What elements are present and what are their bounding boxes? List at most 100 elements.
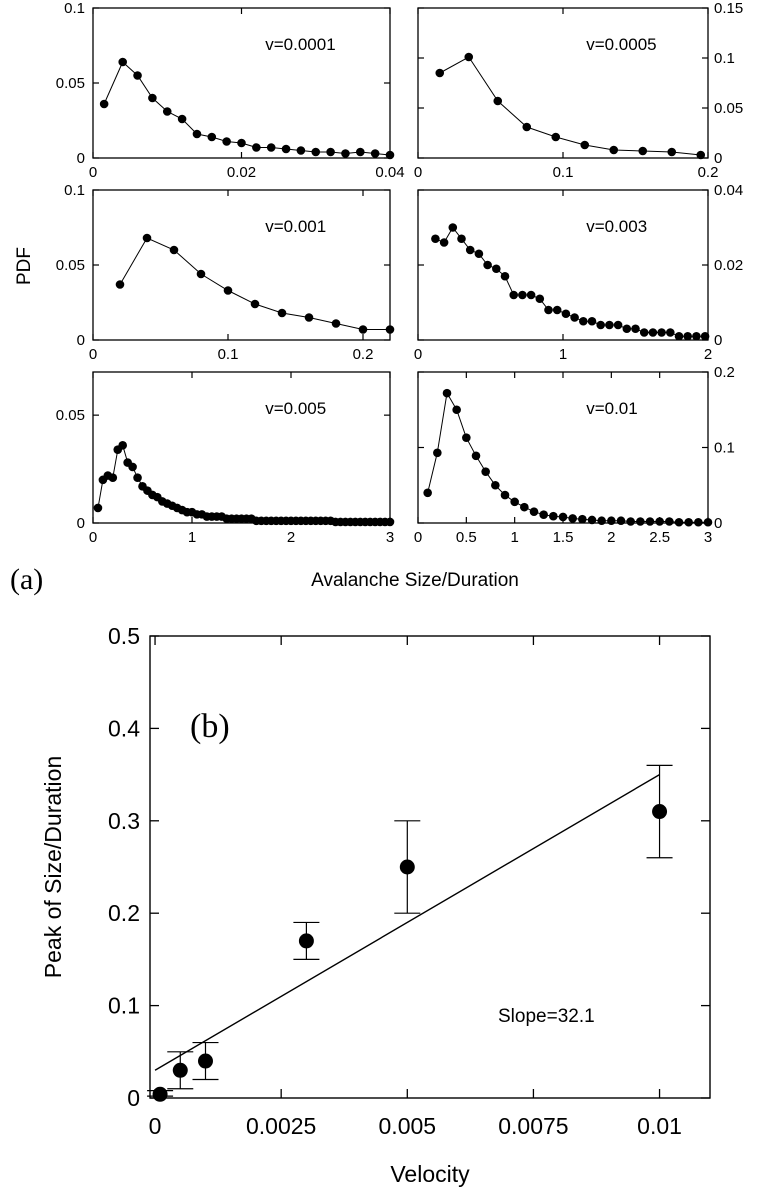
x-tick-label: 1.5 — [553, 529, 574, 546]
x-tick-label: 0.02 — [227, 164, 256, 181]
plot-frame — [92, 189, 391, 341]
panel-b: 0 0.0025 0.005 0.0075 0.01 0 0.1 0.2 0.3 0.4 0.5 (b… — [40, 623, 711, 1187]
data-point — [385, 150, 395, 160]
data-point — [370, 149, 380, 158]
data-point — [148, 93, 157, 103]
panel-a-tag: (a) — [10, 563, 43, 596]
data-point — [118, 441, 127, 450]
data-point — [552, 305, 562, 315]
data-point — [326, 147, 335, 157]
plot-frame — [149, 635, 711, 1099]
data-point — [133, 71, 142, 80]
data-point — [331, 319, 341, 328]
data-point — [703, 517, 713, 527]
y-tick-label: 0.3 — [108, 808, 140, 834]
x-tick-label: 0 — [149, 1113, 162, 1139]
data-point — [500, 490, 510, 500]
data-point — [491, 480, 500, 490]
data-point — [655, 517, 664, 526]
data-point — [549, 511, 558, 521]
data-point — [93, 503, 103, 513]
subplot-a4: 0 1 200.020.04v=0.003 — [414, 182, 743, 363]
data-point — [597, 516, 606, 526]
y-tick-label: 0 — [714, 332, 722, 349]
data-point — [607, 516, 616, 526]
slope-annotation: Slope=32.1 — [498, 1006, 595, 1027]
data-point — [296, 146, 306, 155]
data-point — [645, 517, 655, 526]
data-point — [237, 138, 246, 148]
y-tick-label: 0 — [77, 150, 85, 167]
data-point — [115, 280, 125, 289]
data-point — [356, 147, 365, 157]
data-point — [622, 324, 632, 334]
plot-frame — [417, 7, 709, 159]
x-tick-label: 0.1 — [218, 346, 239, 363]
data-point — [169, 245, 179, 255]
data-point — [578, 514, 587, 524]
y-tick-label: 0.1 — [714, 50, 735, 67]
data-point — [665, 517, 674, 526]
data-point — [520, 502, 529, 512]
data-point — [539, 510, 548, 519]
data-point — [544, 305, 553, 315]
series-line — [435, 226, 706, 337]
x-tick-label: 0 — [414, 164, 422, 181]
data-point — [311, 147, 321, 157]
x-tick-label: 3 — [386, 529, 394, 546]
x-tick-label: 0.0075 — [498, 1113, 568, 1139]
data-point — [452, 405, 461, 415]
data-point — [587, 316, 597, 326]
data-point — [108, 473, 118, 483]
data-point — [192, 129, 202, 139]
velocity-annotation: v=0.0005 — [586, 35, 656, 54]
data-point — [483, 260, 492, 270]
data-point — [128, 462, 137, 472]
data-point — [223, 286, 233, 295]
data-point — [474, 249, 484, 259]
y-tick-label: 0.1 — [108, 993, 140, 1019]
x-tick-label: 0 — [89, 346, 97, 363]
data-point — [433, 448, 442, 458]
y-tick-label: 0 — [77, 515, 85, 532]
x-tick-label: 0.0025 — [246, 1113, 316, 1139]
velocity-annotation: v=0.01 — [586, 399, 638, 418]
data-point — [222, 137, 231, 146]
data-point — [277, 308, 287, 318]
data-point — [152, 1086, 168, 1102]
x-tick-label: 2 — [704, 346, 712, 363]
data-point — [587, 515, 597, 525]
y-tick-label: 0.4 — [108, 715, 140, 741]
data-point — [561, 309, 571, 319]
data-point — [162, 107, 172, 116]
data-point — [636, 517, 645, 526]
data-point — [529, 507, 539, 516]
x-tick-label: 0.2 — [698, 164, 719, 181]
plot-frame — [92, 371, 391, 524]
data-point — [431, 234, 440, 244]
y-tick-label: 0.05 — [56, 257, 85, 274]
data-point — [580, 140, 590, 150]
y-tick-label: 0.1 — [714, 440, 735, 457]
data-point — [196, 269, 206, 279]
x-tick-label: 0 — [414, 346, 422, 363]
data-point — [605, 320, 614, 330]
data-point — [696, 150, 706, 160]
data-point — [266, 143, 276, 152]
data-point — [177, 114, 187, 124]
panel-a-ylabel: PDF — [14, 247, 35, 285]
y-tick-label: 0 — [714, 150, 722, 167]
data-point — [535, 294, 545, 304]
data-point — [666, 328, 675, 337]
data-point — [142, 233, 152, 243]
series-line — [119, 237, 390, 330]
data-point — [252, 143, 261, 152]
data-point — [526, 290, 536, 300]
y-tick-label: 0.1 — [64, 182, 85, 199]
data-point — [448, 223, 458, 232]
subplot-a1: 0 0.02 0.04 0 0.05 0.1 v=0.0001 — [56, 0, 405, 181]
data-point — [423, 488, 432, 498]
data-point — [197, 1053, 213, 1069]
